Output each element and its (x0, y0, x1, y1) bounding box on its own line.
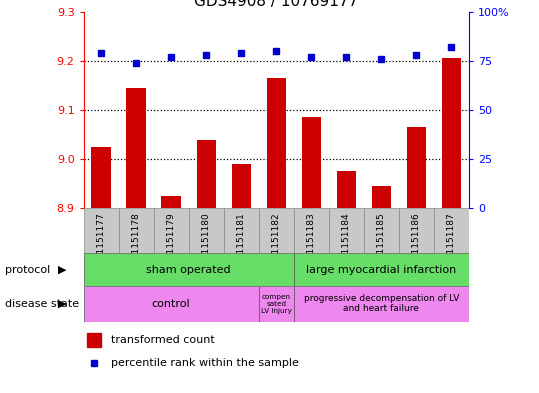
Bar (84, 286, 259, 322)
Text: large myocardial infarction: large myocardial infarction (306, 264, 457, 275)
Bar (399, 208, 434, 253)
Text: GSM1151187: GSM1151187 (447, 212, 456, 273)
Bar (442, 59, 461, 208)
Text: protocol: protocol (5, 264, 51, 275)
Bar (294, 253, 469, 286)
Text: GSM1151184: GSM1151184 (342, 212, 351, 272)
Text: sham operated: sham operated (146, 264, 231, 275)
Bar (127, 88, 146, 208)
Bar (154, 208, 189, 253)
Text: GSM1151186: GSM1151186 (412, 212, 421, 273)
Bar (224, 208, 259, 253)
Text: percentile rank within the sample: percentile rank within the sample (110, 358, 299, 367)
Bar (372, 186, 391, 208)
Bar (259, 208, 294, 253)
Text: progressive decompensation of LV
and heart failure: progressive decompensation of LV and hea… (303, 294, 459, 314)
Text: GSM1151183: GSM1151183 (307, 212, 316, 273)
Text: transformed count: transformed count (110, 335, 215, 345)
Bar (267, 78, 286, 208)
Bar (302, 118, 321, 208)
Text: control: control (152, 299, 190, 309)
Bar (329, 208, 364, 253)
Bar (84, 253, 294, 286)
Bar (337, 171, 356, 208)
Bar (162, 196, 181, 208)
Text: GSM1151179: GSM1151179 (167, 212, 176, 273)
Bar (232, 164, 251, 208)
Text: compen
sated
LV injury: compen sated LV injury (261, 294, 292, 314)
Text: ▶: ▶ (58, 299, 66, 309)
Text: GSM1151177: GSM1151177 (96, 212, 106, 273)
Bar (197, 140, 216, 208)
Bar (294, 286, 469, 322)
Bar (294, 208, 329, 253)
Bar (119, 208, 154, 253)
Title: GDS4908 / 10769177: GDS4908 / 10769177 (194, 0, 358, 9)
Bar (434, 208, 469, 253)
Text: GSM1151181: GSM1151181 (237, 212, 246, 273)
Bar (259, 286, 294, 322)
Text: GSM1151178: GSM1151178 (132, 212, 141, 273)
Bar (92, 147, 110, 208)
Bar (87, 333, 101, 347)
Bar (364, 208, 399, 253)
Bar (407, 127, 426, 208)
Text: ▶: ▶ (58, 264, 66, 275)
Bar (189, 208, 224, 253)
Text: GSM1151182: GSM1151182 (272, 212, 281, 272)
Text: GSM1151180: GSM1151180 (202, 212, 211, 273)
Text: GSM1151185: GSM1151185 (377, 212, 386, 273)
Text: disease state: disease state (5, 299, 80, 309)
Bar (84, 208, 119, 253)
